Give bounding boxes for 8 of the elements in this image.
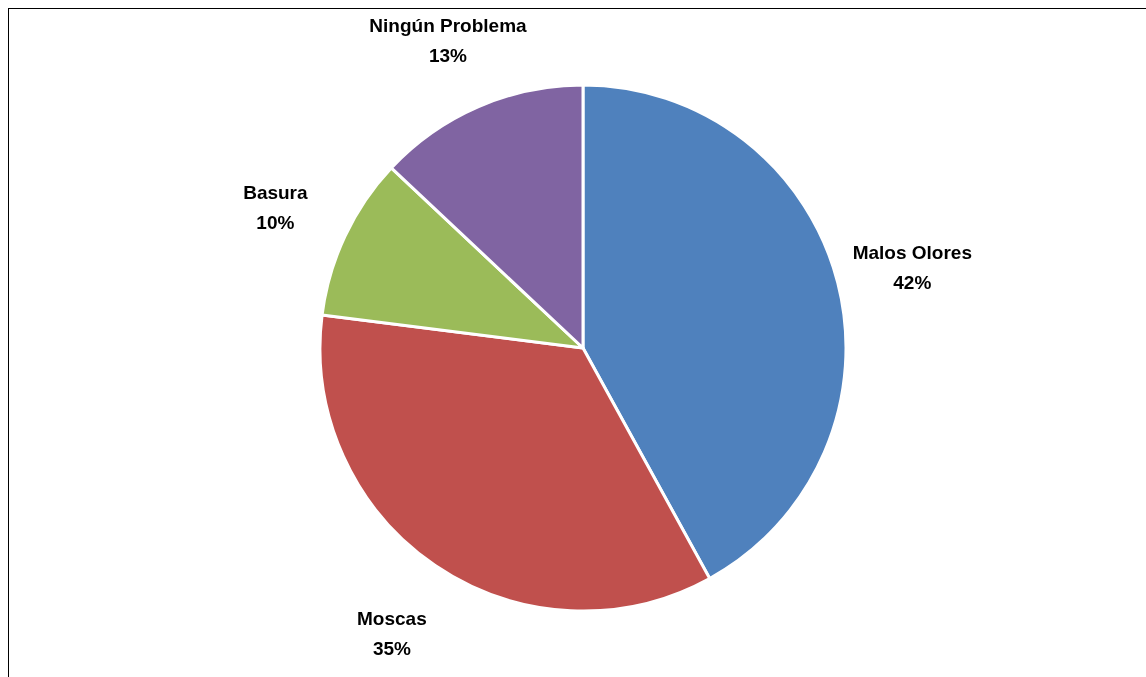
data-label: 13% [428, 44, 468, 66]
data-label: 35% [372, 638, 412, 660]
slice-label: Ningún Problema [369, 14, 528, 36]
data-label: 42% [893, 272, 932, 294]
slice-label: Malos Olores [852, 242, 972, 264]
slice-label: Basura [243, 182, 308, 204]
data-label: 10% [256, 212, 295, 234]
slice-label: Moscas [357, 608, 427, 630]
